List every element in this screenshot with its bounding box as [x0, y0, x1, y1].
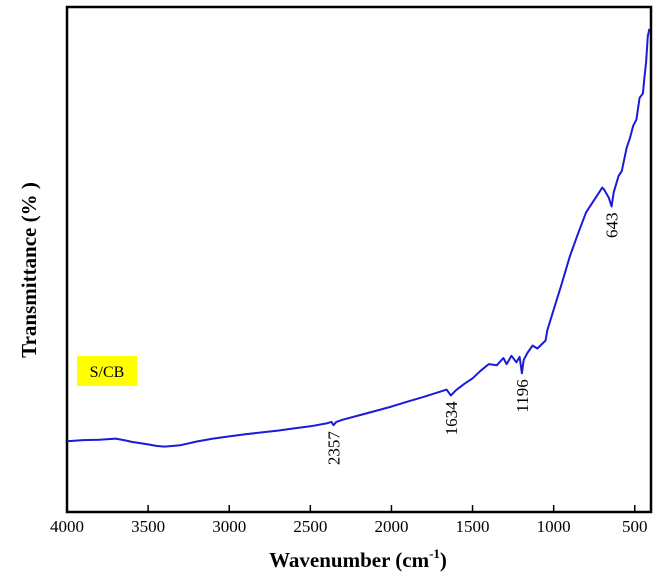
x-axis-tick-labels: 4000 3500 3000 2500 2000 1500 1000 500 [50, 517, 648, 536]
x-tick-label: 1500 [456, 517, 490, 536]
x-axis-title-sup: -1 [429, 546, 440, 561]
x-tick-label: 500 [622, 517, 648, 536]
peak-label: 1196 [513, 379, 532, 412]
legend: S/CB [77, 356, 137, 386]
x-tick-label: 3000 [212, 517, 246, 536]
peak-label: 1634 [442, 401, 461, 436]
x-axis-ticks [66, 505, 636, 512]
x-axis-title: Wavenumber (cm-1) [269, 546, 447, 572]
peak-annotations: 2357 1634 1196 643 [325, 212, 622, 465]
x-tick-label: 1000 [537, 517, 571, 536]
y-axis-title: Transmittance (% ) [17, 182, 41, 358]
peak-label: 643 [603, 212, 622, 238]
plot-frame [65, 5, 653, 514]
legend-label: S/CB [90, 364, 125, 381]
x-tick-label: 2500 [293, 517, 327, 536]
x-axis-title-main: Wavenumber (cm [269, 548, 430, 572]
x-tick-label: 3500 [131, 517, 165, 536]
x-axis-title-close: ) [440, 548, 447, 572]
legend-highlight [77, 356, 137, 386]
x-tick-label: 4000 [50, 517, 84, 536]
x-tick-label: 2000 [374, 517, 408, 536]
series-line [66, 28, 651, 448]
peak-label: 2357 [325, 431, 344, 466]
